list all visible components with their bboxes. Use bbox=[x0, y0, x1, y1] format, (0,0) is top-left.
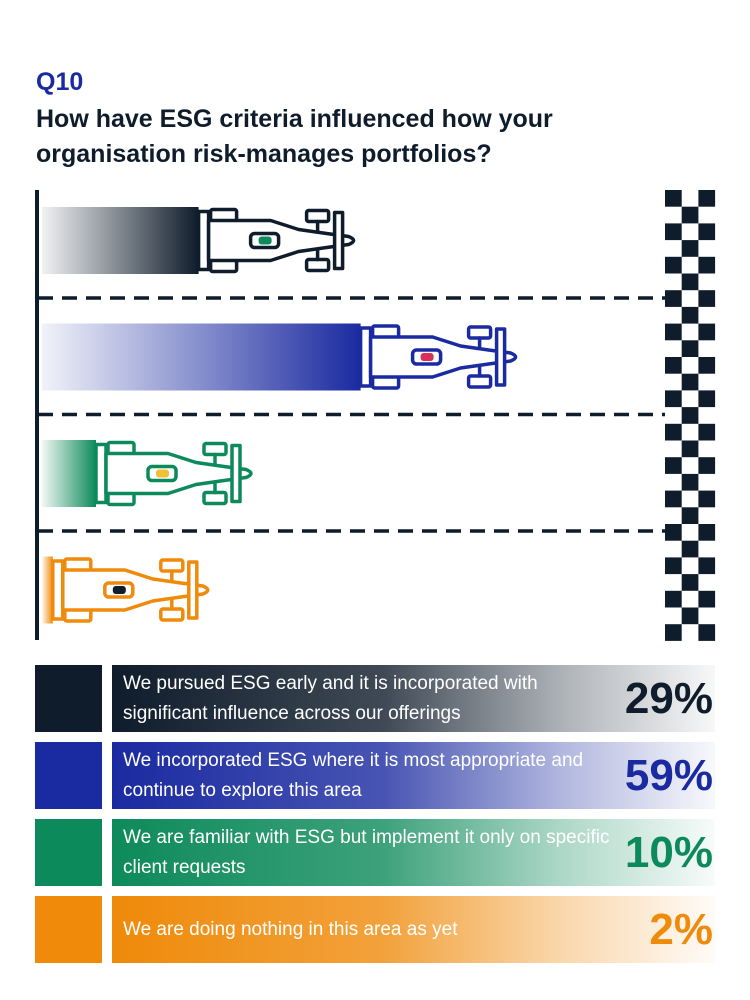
legend-label: We are familiar with ESG but implement i… bbox=[123, 826, 610, 878]
bar bbox=[42, 556, 53, 624]
legend-band: We are doing nothing in this area as yet… bbox=[112, 896, 715, 963]
race-car-icon bbox=[196, 207, 356, 274]
race-car-icon bbox=[358, 324, 518, 390]
data-label: 2% bbox=[649, 904, 713, 954]
race-car-icon bbox=[94, 440, 253, 507]
bar bbox=[42, 207, 199, 274]
legend-item: We are doing nothing in this area as yet… bbox=[35, 896, 715, 963]
legend-label: We pursued ESG early and it is incorpora… bbox=[123, 672, 538, 724]
legend-item: We pursued ESG early and it is incorpora… bbox=[35, 665, 715, 732]
legend-swatch bbox=[35, 665, 102, 732]
legend-label: We are doing nothing in this area as yet bbox=[123, 918, 458, 940]
bar bbox=[42, 323, 361, 391]
legend-item: We incorporated ESG where it is most app… bbox=[35, 742, 715, 809]
question-number: Q10 bbox=[36, 68, 84, 96]
bar bbox=[42, 440, 96, 507]
legend-swatch bbox=[35, 742, 102, 809]
legend-label: We incorporated ESG where it is most app… bbox=[123, 749, 584, 801]
legend-band: We are familiar with ESG but implement i… bbox=[112, 819, 715, 886]
data-label: 10% bbox=[624, 827, 713, 877]
checkered-flag-icon bbox=[665, 190, 716, 641]
race-track-chart bbox=[35, 190, 716, 641]
question-title: How have ESG criteria influenced how you… bbox=[36, 105, 553, 168]
legend-swatch bbox=[35, 896, 102, 963]
data-label: 59% bbox=[624, 750, 713, 800]
legend-swatch bbox=[35, 819, 102, 886]
data-label: 29% bbox=[624, 673, 713, 723]
race-car-icon bbox=[51, 557, 210, 623]
legend-item: We are familiar with ESG but implement i… bbox=[35, 819, 715, 886]
legend-band: We incorporated ESG where it is most app… bbox=[112, 742, 715, 809]
legend-band: We pursued ESG early and it is incorpora… bbox=[112, 665, 715, 732]
